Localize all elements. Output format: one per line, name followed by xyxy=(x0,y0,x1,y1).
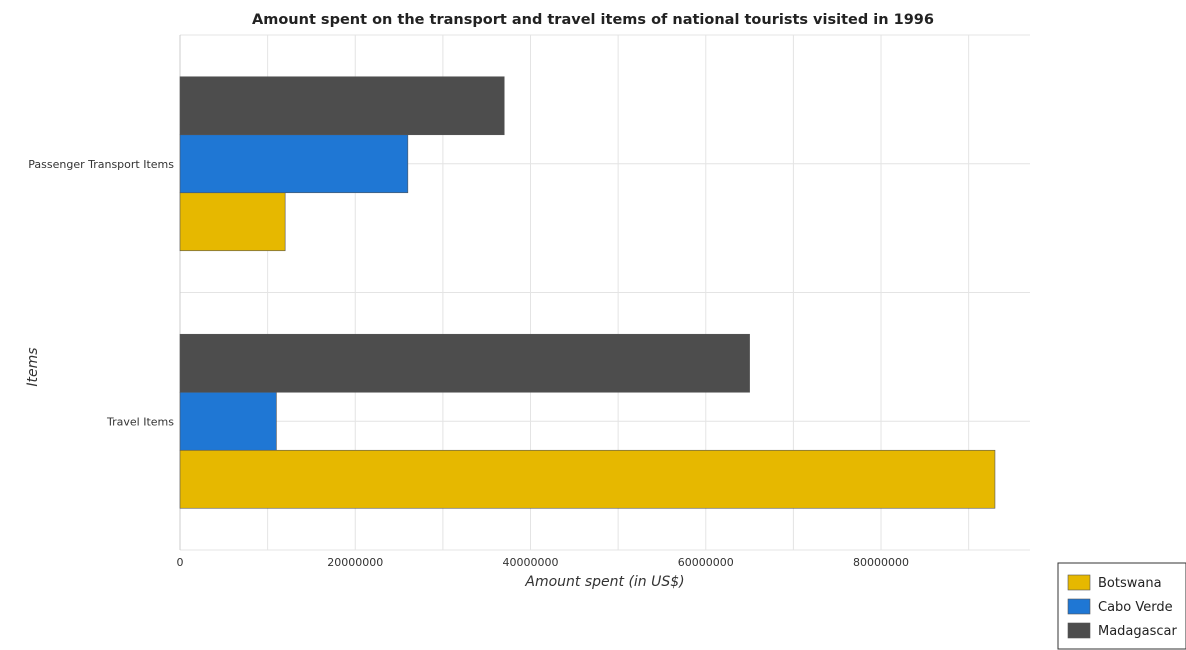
y-tick-label: Travel Items xyxy=(106,415,174,428)
y-axis-label: Items xyxy=(25,347,41,386)
x-axis-label: Amount spent (in US$) xyxy=(524,574,684,590)
bars xyxy=(179,76,996,509)
legend-label: Cabo Verde xyxy=(1098,600,1173,615)
legend-swatch xyxy=(1067,574,1091,591)
legend: Botswana Cabo Verde Madagascar xyxy=(1057,562,1186,650)
y-tick-labels: Passenger Transport Items Travel Items xyxy=(28,158,174,429)
x-tick-label: 80000000 xyxy=(853,556,909,569)
bar-botswana-2 xyxy=(179,449,996,509)
x-tick-label: 40000000 xyxy=(503,556,559,569)
legend-label: Botswana xyxy=(1098,576,1162,591)
bar-botswana-1 xyxy=(179,192,286,252)
y-tick-label: Passenger Transport Items xyxy=(28,158,174,171)
bar-madagascar-2 xyxy=(179,333,750,393)
x-tick-label: 20000000 xyxy=(327,556,383,569)
x-tick-labels: 0 20000000 40000000 60000000 80000000 xyxy=(177,556,910,569)
legend-swatch xyxy=(1067,622,1091,639)
legend-label: Madagascar xyxy=(1098,624,1178,639)
x-tick-label: 60000000 xyxy=(678,556,734,569)
bar-madagascar-1 xyxy=(179,76,505,136)
chart-title: Amount spent on the transport and travel… xyxy=(252,12,934,28)
legend-swatch xyxy=(1067,598,1091,615)
bar-cabo-verde-2 xyxy=(179,391,277,451)
bar-cabo-verde-1 xyxy=(179,134,409,194)
x-tick-label: 0 xyxy=(177,556,184,569)
